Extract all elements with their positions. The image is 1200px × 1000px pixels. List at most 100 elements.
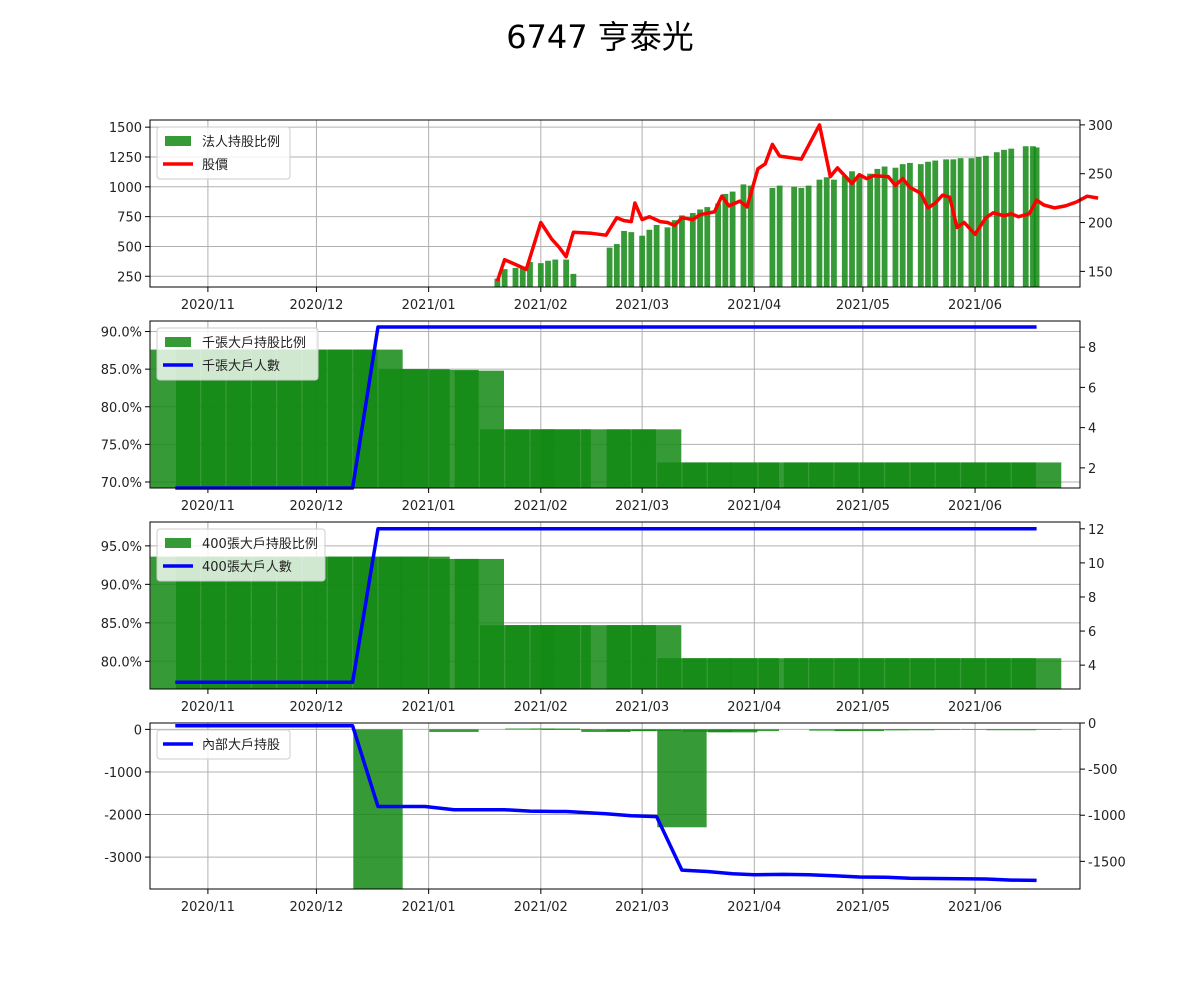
bar	[841, 176, 848, 287]
bar	[776, 185, 783, 287]
bar	[631, 729, 682, 732]
x-tick-label: 2021/05	[836, 700, 890, 715]
holders-line	[175, 527, 1037, 684]
x-tick-label: 2020/12	[289, 298, 343, 313]
bar	[874, 168, 881, 287]
x-tick-label: 2021/04	[727, 700, 781, 715]
y-tick-label-left: 500	[117, 240, 142, 255]
bar	[512, 267, 519, 287]
bar	[639, 235, 646, 287]
bar	[541, 729, 591, 730]
x-tick-label: 2021/06	[948, 298, 1002, 313]
y-tick-label-left: 80.0%	[101, 655, 142, 670]
y-tick-label-right: 4	[1088, 659, 1096, 674]
y-tick-label-left: 0	[134, 723, 142, 738]
y-tick-label-left: 1000	[109, 181, 142, 196]
bar	[917, 164, 924, 287]
y-tick-label-left: 85.0%	[101, 617, 142, 632]
x-tick-label: 2021/03	[615, 298, 669, 313]
bar	[570, 273, 577, 287]
y-tick-label-right: 8	[1088, 591, 1096, 606]
bar	[527, 261, 533, 287]
bar	[849, 171, 855, 287]
legend-label: 千張大戶持股比例	[202, 336, 306, 351]
bar	[613, 244, 620, 287]
bar	[899, 164, 906, 287]
bar	[885, 729, 935, 731]
y-tick-label-left: 250	[117, 270, 142, 285]
y-tick-label-right: -500	[1088, 763, 1118, 778]
legend-label: 股價	[202, 158, 228, 173]
y-tick-label-left: 1500	[109, 121, 142, 136]
bar	[519, 266, 526, 287]
y-tick-label-left: 95.0%	[101, 540, 142, 555]
bar	[791, 186, 798, 287]
x-tick-label: 2021/06	[948, 900, 1002, 915]
bar	[968, 158, 975, 287]
legend-label: 法人持股比例	[202, 135, 280, 150]
x-tick-label: 2020/12	[289, 900, 343, 915]
y-tick-label-right: 300	[1088, 119, 1113, 134]
y-tick-label-right: 2	[1088, 462, 1096, 477]
bar	[606, 729, 656, 732]
x-tick-label: 2021/02	[514, 900, 568, 915]
y-tick-label-right: 200	[1088, 217, 1113, 232]
bar	[769, 187, 776, 287]
y-tick-label-left: -2000	[104, 809, 142, 824]
plot-frame	[149, 119, 1081, 288]
bar	[606, 247, 613, 287]
bar	[805, 185, 812, 287]
chart-title: 6747 亨泰光	[506, 18, 694, 56]
bar	[664, 227, 671, 287]
y-tick-label-right: 6	[1088, 381, 1096, 396]
bar	[1011, 658, 1062, 689]
bar	[986, 729, 1036, 731]
bar	[834, 729, 884, 732]
bar	[932, 160, 939, 287]
bar	[505, 728, 555, 730]
x-tick-label: 2021/03	[615, 700, 669, 715]
legend-label: 400張大戶持股比例	[202, 537, 318, 552]
bar	[1011, 729, 1062, 730]
x-tick-label: 2021/04	[727, 298, 781, 313]
x-tick-label: 2021/03	[615, 499, 669, 514]
plot-frame	[149, 521, 1081, 690]
bar	[1022, 146, 1029, 287]
y-tick-label-right: -1000	[1088, 809, 1126, 824]
bar	[747, 185, 754, 287]
y-tick-label-right: 250	[1088, 168, 1113, 183]
bar	[1033, 147, 1040, 287]
bar	[689, 213, 696, 287]
bar	[628, 232, 635, 287]
x-tick-label: 2021/02	[514, 298, 568, 313]
y-tick-label-left: 750	[117, 211, 142, 226]
bar	[657, 729, 707, 828]
legend-box	[156, 729, 291, 760]
y-tick-label-right: -1500	[1088, 855, 1126, 870]
x-tick-label: 2020/12	[289, 499, 343, 514]
y-tick-label-left: -3000	[104, 851, 142, 866]
y-tick-label-left: 90.0%	[101, 578, 142, 593]
bar	[1011, 462, 1062, 488]
bar	[993, 152, 1000, 287]
x-tick-label: 2021/01	[402, 499, 456, 514]
y-tick-label-right: 12	[1088, 523, 1105, 538]
bar	[867, 173, 874, 287]
x-tick-label: 2021/04	[727, 900, 781, 915]
bar	[881, 166, 888, 287]
bar	[975, 156, 982, 287]
bar	[679, 215, 685, 287]
legend-label: 千張大戶人數	[202, 359, 280, 374]
bar	[545, 260, 551, 287]
x-tick-label: 2021/05	[836, 298, 890, 313]
bar	[729, 729, 780, 732]
x-tick-label: 2021/02	[514, 700, 568, 715]
bar	[704, 207, 711, 287]
legend-box	[156, 327, 319, 381]
y-tick-label-right: 150	[1088, 265, 1113, 280]
bar	[621, 230, 627, 287]
bar	[798, 187, 805, 287]
plot-frame	[149, 320, 1081, 489]
bar	[682, 729, 732, 732]
y-tick-label-left: 80.0%	[101, 401, 142, 416]
